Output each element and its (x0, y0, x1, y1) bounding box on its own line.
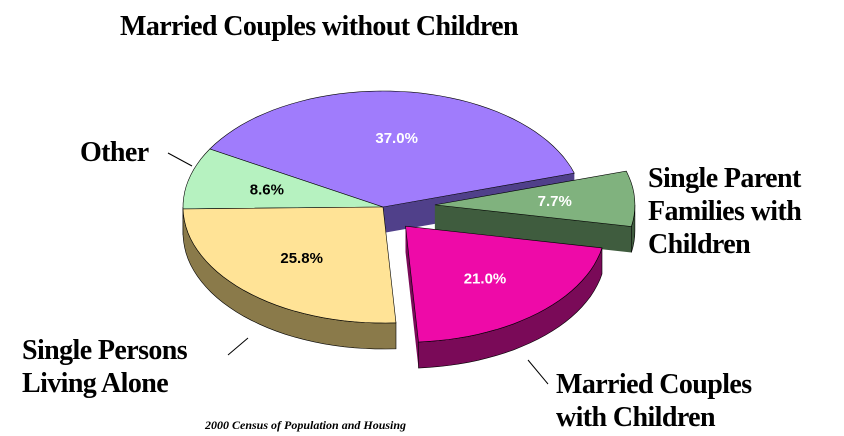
value-label: 21.0% (464, 270, 507, 287)
slice (209, 90, 575, 208)
category-label: Married Couples with Children (556, 369, 752, 433)
slice (434, 170, 636, 227)
slice (182, 148, 384, 210)
category-label: Single Parent Families with Children (648, 163, 802, 260)
source-note: 2000 Census of Population and Housing (205, 418, 407, 432)
slices: 37.0% 7.7% 21.0% 25.8% 8.6% (182, 90, 636, 369)
category-label: Other (80, 137, 149, 168)
leader-line (527, 359, 549, 385)
value-label: 7.7% (538, 193, 572, 210)
value-label: 37.0% (375, 130, 418, 147)
slice-wall (434, 204, 632, 253)
value-label: 8.6% (250, 182, 284, 199)
leader-line (167, 152, 193, 167)
slice (182, 206, 397, 324)
slice (405, 225, 603, 343)
value-label: 25.8% (280, 250, 323, 267)
category-label: Single Persons Living Alone (22, 335, 188, 399)
category-label: Married Couples without Children (120, 11, 519, 42)
leader-line (227, 337, 249, 356)
slice-wall (405, 226, 419, 368)
